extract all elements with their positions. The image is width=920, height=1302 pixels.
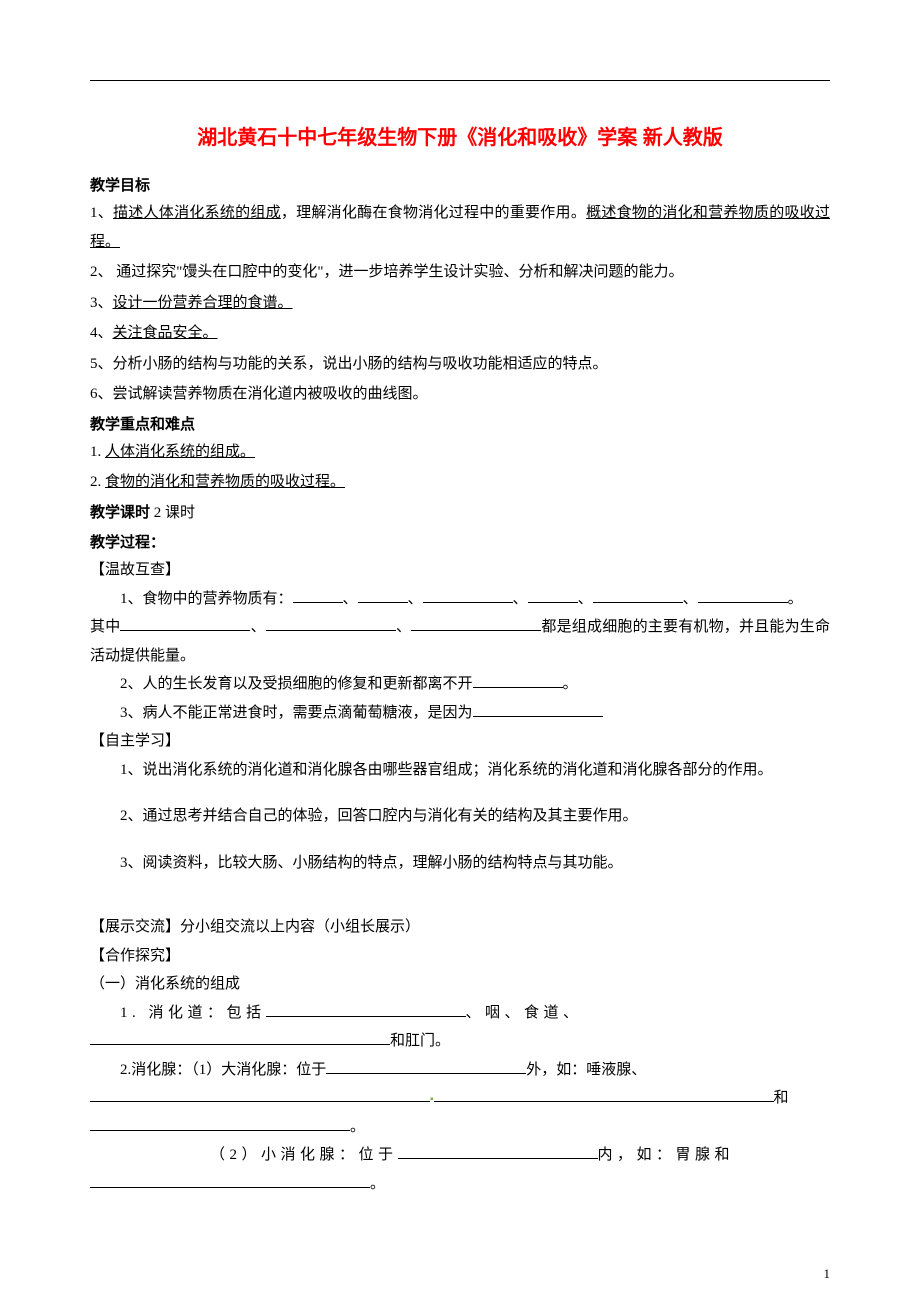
review-1b: 其中、、都是组成细胞的主要有机物，并且能为生命活动提供能量。	[90, 613, 830, 670]
text-underlined: 食物的消化和营养物质的吸收过程。	[105, 474, 345, 490]
text-underlined: 人体消化系统的组成。	[105, 444, 255, 460]
self-study-1: 1、说出消化系统的消化道和消化腺各由哪些器官组成；消化系统的消化道和消化腺各部分…	[90, 756, 830, 785]
period: 。	[563, 676, 578, 692]
heading-review: 【温故互查】	[90, 556, 830, 585]
coop-2: 2.消化腺：（1）大消化腺：位于 外，如：唾液腺、	[90, 1056, 830, 1085]
keypoint-1: 1. 人体消化系统的组成。	[90, 438, 830, 467]
blank	[266, 616, 396, 631]
coop-3b: 。	[90, 1170, 830, 1199]
value: 2 课时	[150, 505, 195, 521]
text: 和	[774, 1090, 789, 1106]
text: 、咽、食道、	[466, 1005, 583, 1021]
text: 3、病人不能正常进食时，需要点滴葡萄糖液，是因为	[120, 705, 473, 721]
spacer	[90, 877, 830, 913]
sep: 、	[250, 619, 265, 635]
text: 其中	[90, 619, 120, 635]
coop-2c: 。	[90, 1113, 830, 1142]
blank	[473, 673, 563, 688]
class-hours: 教学课时 2 课时	[90, 499, 830, 528]
goal-1: 1、描述人体消化系统的组成，理解消化酶在食物消化过程中的重要作用。概述食物的消化…	[90, 199, 830, 256]
blank	[293, 588, 343, 603]
text: 2.	[90, 474, 105, 490]
text: 3、	[90, 295, 113, 311]
blank	[411, 616, 541, 631]
blank	[326, 1059, 526, 1074]
text: 1. 消化道：包括	[120, 1005, 266, 1021]
top-divider	[90, 80, 830, 81]
page-number: 1	[824, 1266, 831, 1282]
text: 和肛门。	[390, 1033, 450, 1049]
review-2: 2、人的生长发育以及受损细胞的修复和更新都离不开 。	[90, 670, 830, 699]
goal-4: 4、关注食品安全。	[90, 319, 830, 348]
blank	[434, 1087, 774, 1102]
blank	[266, 1002, 466, 1017]
blank	[473, 702, 603, 717]
coop-3: （2）小消化腺：位于 内，如：胃腺和	[90, 1141, 830, 1170]
self-study-2: 2、通过思考并结合自己的体验，回答口腔内与消化有关的结构及其主要作用。	[90, 802, 830, 831]
text: 分小组交流以上内容（小组长展示）	[180, 919, 420, 935]
text-underlined: 设计一份营养合理的食谱。	[113, 295, 293, 311]
spacer	[90, 784, 830, 802]
heading-teaching-goal: 教学目标	[90, 174, 830, 195]
blank	[120, 616, 250, 631]
text: 。	[350, 1119, 365, 1135]
sep: 、	[578, 591, 593, 607]
sep: 、	[513, 591, 528, 607]
review-3: 3、病人不能正常进食时，需要点滴葡萄糖液，是因为	[90, 699, 830, 728]
text: 4、	[90, 325, 113, 341]
text: 2.消化腺：（1）大消化腺：位于	[120, 1062, 326, 1078]
blank	[423, 588, 513, 603]
sep: 、	[408, 591, 423, 607]
text: 2、人的生长发育以及受损细胞的修复和更新都离不开	[120, 676, 473, 692]
keypoint-2: 2. 食物的消化和营养物质的吸收过程。	[90, 468, 830, 497]
text: 外，如：唾液腺、	[526, 1062, 646, 1078]
heading-self-study: 【自主学习】	[90, 727, 830, 756]
label: 【展示交流】	[90, 919, 180, 935]
sep: 、	[683, 591, 698, 607]
coop-2b: ▪和	[90, 1084, 830, 1113]
sep: 、	[343, 591, 358, 607]
heading-key-difficult: 教学重点和难点	[90, 413, 830, 434]
text: 1、	[90, 205, 113, 221]
text: 。	[370, 1176, 385, 1192]
document-title: 湖北黄石十中七年级生物下册《消化和吸收》学案 新人教版	[90, 121, 830, 150]
blank	[398, 1144, 598, 1159]
coop-1: 1. 消化道：包括 、咽、食道、	[90, 999, 830, 1028]
show-exchange: 【展示交流】分小组交流以上内容（小组长展示）	[90, 913, 830, 942]
text: 1.	[90, 444, 105, 460]
sep: 、	[396, 619, 411, 635]
spacer	[90, 831, 830, 849]
coop-section-1: （一）消化系统的组成	[90, 970, 830, 999]
goal-5: 5、分析小肠的结构与功能的关系，说出小肠的结构与吸收功能相适应的特点。	[90, 350, 830, 379]
blank	[593, 588, 683, 603]
blank	[358, 588, 408, 603]
blank	[90, 1087, 430, 1102]
blank	[528, 588, 578, 603]
goal-2: 2、 通过探究"馒头在口腔中的变化"，进一步培养学生设计实验、分析和解决问题的能…	[90, 258, 830, 287]
text: 1、食物中的营养物质有：	[120, 591, 293, 607]
review-1: 1、食物中的营养物质有： 、 、 、 、 、 。	[90, 585, 830, 614]
goal-6: 6、尝试解读营养物质在消化道内被吸收的曲线图。	[90, 380, 830, 409]
label: 教学课时	[90, 505, 150, 521]
blank	[698, 588, 788, 603]
self-study-3: 3、阅读资料，比较大肠、小肠结构的特点，理解小肠的结构特点与其功能。	[90, 849, 830, 878]
goal-3: 3、设计一份营养合理的食谱。	[90, 289, 830, 318]
text: 内，如：胃腺和	[598, 1147, 735, 1163]
coop-1b: 和肛门。	[90, 1027, 830, 1056]
text-underlined: 关注食品安全。	[113, 325, 218, 341]
blank	[90, 1030, 390, 1045]
period: 。	[788, 591, 803, 607]
blank	[90, 1116, 350, 1131]
heading-process: 教学过程：	[90, 531, 830, 552]
text: ，理解消化酶在食物消化过程中的重要作用。	[281, 205, 586, 221]
text: （2）小消化腺：位于	[210, 1147, 398, 1163]
text-underlined: 描述人体消化系统的组成	[113, 205, 281, 221]
heading-coop-inquiry: 【合作探究】	[90, 942, 830, 971]
blank	[90, 1173, 370, 1188]
